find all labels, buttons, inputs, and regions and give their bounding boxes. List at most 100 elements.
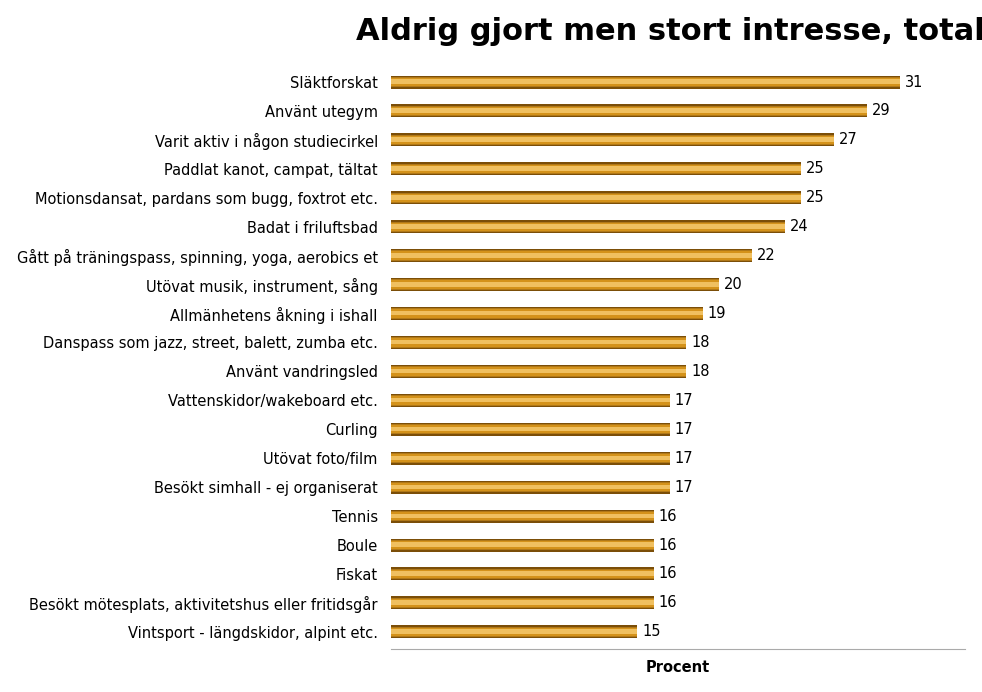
Text: 16: 16 xyxy=(659,567,677,581)
Bar xyxy=(391,338,686,340)
Text: 29: 29 xyxy=(872,104,891,118)
Bar xyxy=(391,116,867,118)
Bar xyxy=(391,483,670,484)
Bar xyxy=(391,464,670,465)
Bar xyxy=(391,578,654,579)
Bar xyxy=(391,509,654,511)
Bar xyxy=(391,513,654,516)
Bar xyxy=(391,365,686,366)
Bar xyxy=(391,174,801,175)
Bar xyxy=(391,165,801,166)
Bar xyxy=(391,78,900,80)
Bar xyxy=(391,311,703,313)
Text: 18: 18 xyxy=(691,364,710,379)
Bar xyxy=(391,631,637,634)
Bar xyxy=(391,221,785,223)
Bar xyxy=(391,290,719,291)
Bar xyxy=(391,597,654,598)
Bar xyxy=(391,136,834,137)
Bar xyxy=(391,398,670,400)
Bar xyxy=(391,113,867,115)
Bar xyxy=(391,627,637,628)
Bar xyxy=(391,307,703,309)
Bar xyxy=(391,228,785,231)
Bar xyxy=(391,173,801,174)
Bar xyxy=(391,336,686,337)
Bar xyxy=(391,376,686,378)
Bar xyxy=(391,289,719,290)
Bar xyxy=(391,282,719,284)
Bar xyxy=(391,166,801,168)
Bar xyxy=(391,601,654,602)
Bar xyxy=(391,452,670,453)
Bar xyxy=(391,629,637,631)
Bar xyxy=(391,319,703,320)
Bar xyxy=(391,540,654,541)
Bar xyxy=(391,425,670,427)
Bar xyxy=(391,115,867,116)
Bar xyxy=(391,137,834,139)
Bar xyxy=(391,516,654,518)
Text: 17: 17 xyxy=(675,393,693,408)
Text: 18: 18 xyxy=(691,335,710,350)
Bar xyxy=(391,574,654,576)
Bar xyxy=(391,134,834,135)
Bar xyxy=(391,637,637,639)
Bar xyxy=(391,318,703,319)
Bar xyxy=(391,195,801,197)
Bar xyxy=(391,369,686,371)
Bar xyxy=(391,171,801,173)
Bar xyxy=(391,579,654,581)
Bar xyxy=(391,139,834,142)
Bar xyxy=(391,86,900,87)
Bar xyxy=(391,423,670,424)
Text: 17: 17 xyxy=(675,480,693,495)
Bar xyxy=(391,75,900,77)
Bar xyxy=(391,454,670,455)
Bar xyxy=(391,309,703,311)
Bar xyxy=(391,261,752,262)
Bar xyxy=(391,316,703,318)
Bar xyxy=(391,576,654,578)
Text: 17: 17 xyxy=(675,422,693,437)
Bar xyxy=(391,608,654,610)
Bar xyxy=(391,110,867,113)
Bar xyxy=(391,636,637,637)
Bar xyxy=(391,433,670,435)
Bar xyxy=(391,168,801,171)
Bar xyxy=(391,628,637,629)
Bar xyxy=(391,255,752,257)
Bar xyxy=(391,428,670,431)
Bar xyxy=(391,570,654,572)
Bar xyxy=(391,400,670,402)
Bar xyxy=(391,249,752,251)
Bar xyxy=(391,599,654,601)
Bar xyxy=(391,82,900,84)
Bar xyxy=(391,547,654,549)
Bar xyxy=(391,220,785,221)
Bar xyxy=(391,231,785,232)
Bar xyxy=(391,142,834,144)
Bar xyxy=(391,87,900,89)
Bar xyxy=(391,605,654,607)
Bar xyxy=(391,455,670,457)
Title: Aldrig gjort men stort intresse, totalt: Aldrig gjort men stort intresse, totalt xyxy=(356,17,982,46)
Bar xyxy=(391,145,834,147)
Bar xyxy=(391,541,654,543)
Bar xyxy=(391,224,785,226)
Bar xyxy=(391,260,752,261)
Bar xyxy=(391,598,654,599)
Text: 19: 19 xyxy=(708,306,727,321)
Bar xyxy=(391,80,900,82)
Bar xyxy=(391,367,686,369)
Text: 16: 16 xyxy=(659,595,677,610)
Text: 24: 24 xyxy=(790,219,808,234)
Bar xyxy=(391,374,686,376)
Bar xyxy=(391,405,670,406)
Text: 22: 22 xyxy=(757,248,776,263)
Bar xyxy=(391,453,670,454)
Bar xyxy=(391,203,801,204)
Bar xyxy=(391,278,719,280)
Bar xyxy=(391,223,785,224)
Text: 15: 15 xyxy=(642,624,661,639)
